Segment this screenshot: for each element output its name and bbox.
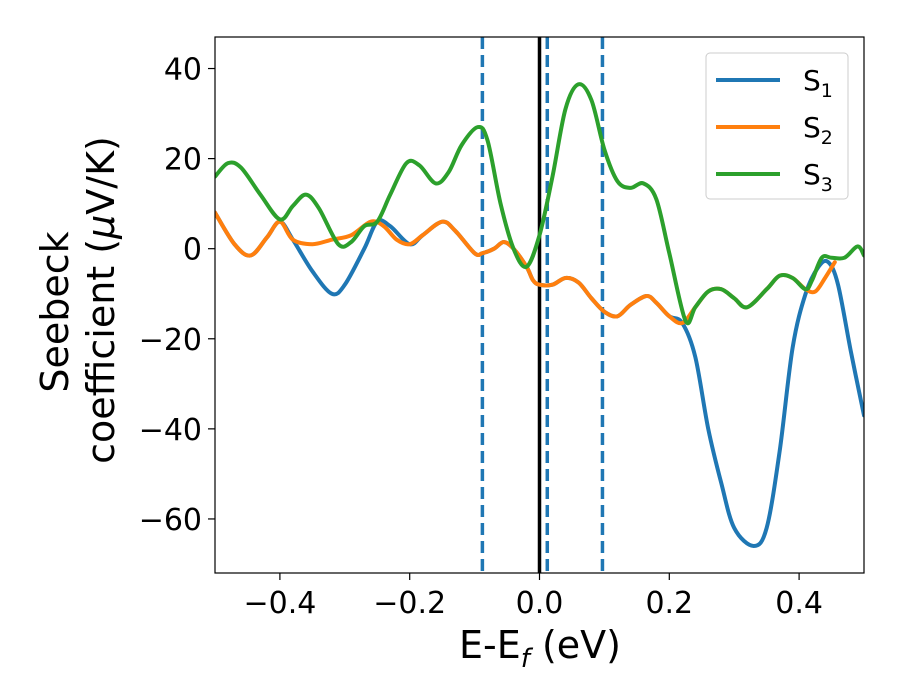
x-tick-label: −0.4 xyxy=(243,586,316,621)
x-axis-label-main: E-E xyxy=(459,623,521,667)
x-axis-label: E-Ef (eV) xyxy=(459,623,621,674)
y-tick-label: −60 xyxy=(139,503,202,538)
series-line-s3 xyxy=(215,82,864,326)
y-tick-label: 40 xyxy=(164,53,202,88)
legend-label-s1: S1 xyxy=(803,64,833,102)
y-axis: 40 20 0 −20 −40 −60 xyxy=(139,53,215,538)
x-tick-label: −0.2 xyxy=(373,586,446,621)
legend-label-s2: S2 xyxy=(803,111,833,149)
reference-lines xyxy=(480,37,605,573)
y-axis-label-line2: coefficient (μV/K) xyxy=(79,136,123,464)
x-tick-label: 0.2 xyxy=(645,586,693,621)
legend-label-s3: S3 xyxy=(803,158,833,196)
legend: S1 S2 S3 xyxy=(705,52,849,200)
y-tick-label: −40 xyxy=(139,413,202,448)
y-tick-label: −20 xyxy=(139,323,202,358)
y-tick-label: 0 xyxy=(183,233,202,268)
x-axis-label-suffix: (eV) xyxy=(530,623,621,667)
y-axis-label-line1: Seebeck xyxy=(33,231,77,392)
x-tick-label: 0.4 xyxy=(775,586,823,621)
y-axis-label-text: coefficient ( xyxy=(79,239,123,464)
series-layer xyxy=(215,82,864,548)
y-axis-label-unit: V/K) xyxy=(79,136,123,215)
y-axis-label-mu: μ xyxy=(79,215,123,240)
y-tick-label: 20 xyxy=(164,143,202,178)
x-axis: −0.4 −0.2 0.0 0.2 0.4 xyxy=(243,573,823,621)
x-tick-label: 0.0 xyxy=(516,586,564,621)
